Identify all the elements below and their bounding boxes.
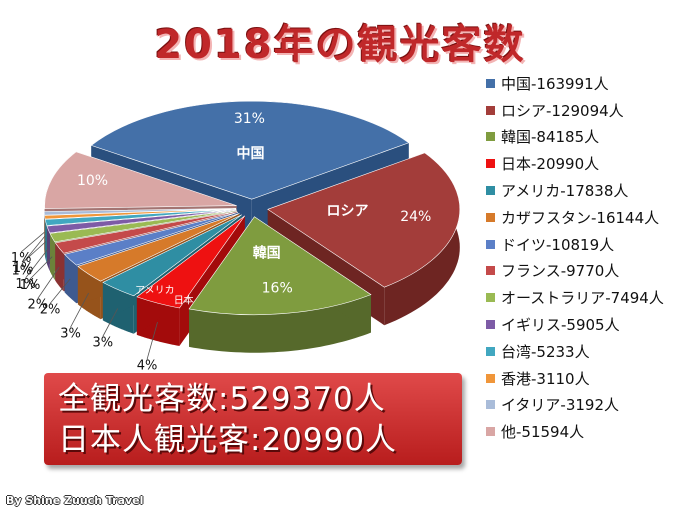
legend-swatch [486,400,495,410]
legend-label: オーストラリア-7494人 [501,289,664,308]
data-label: 24% [400,209,431,225]
legend-item: 台湾-5233人 [486,338,664,365]
data-label: 4% [137,359,158,374]
data-label: 1% [15,277,36,292]
legend-label: 中国-163991人 [501,74,609,93]
slice-name-label: ロシア [327,204,369,220]
data-label: 2% [40,303,61,318]
legend-swatch [486,132,495,142]
data-label: 10% [77,173,108,189]
slice-フランス [54,211,238,254]
slice-韓国 [188,216,372,316]
legend-item: 韓国-84185人 [486,124,664,151]
legend-item: 香港-3110人 [486,365,664,392]
legend-label: カザフスタン-16144人 [501,208,660,227]
leader-line [70,292,89,328]
legend-label: イギリス-5905人 [501,316,620,335]
slice-香港 [44,208,237,220]
slice-オーストラリア [49,210,237,243]
data-label: 1% [13,261,34,276]
total-visitors-text: 全観光客数:529370人 [58,381,386,417]
data-label: 3% [60,326,81,341]
legend-item: カザフスタン-16144人 [486,204,664,231]
legend-item: 他-51594人 [486,418,664,445]
data-label: 2% [27,298,48,313]
legend-swatch [486,186,495,196]
slice-ドイツ [63,211,239,266]
legend-swatch [486,346,495,356]
leader-line [37,266,60,299]
legend-label: アメリカ-17838人 [501,182,629,201]
data-label: 1% [11,263,32,278]
legend-swatch [486,105,495,115]
slice-カザフスタン [77,213,240,282]
chart-title: 2018年の観光客数 [154,22,526,68]
slice-name-label: 日本 [174,294,194,307]
slice-name-label: アメリカ [135,285,175,297]
leader-line [146,321,158,360]
legend-swatch [486,212,495,222]
legend-item: ロシア-129094人 [486,97,664,124]
data-label: 16% [262,280,293,296]
slice-イタリア [43,208,237,216]
slice-中国 [90,100,410,200]
legend-label: フランス-9770人 [501,262,620,281]
legend-swatch [486,373,495,383]
leader-line [29,256,53,280]
leader-line [21,236,46,265]
legend-swatch [486,266,495,276]
slice-イギリス [46,209,237,234]
legend-item: オーストラリア-7494人 [486,284,664,311]
legend-swatch [486,427,495,437]
legend-item: アメリカ-17838人 [486,177,664,204]
pie-labels: 31%中国24%ロシア16%韓国4%日本3%アメリカ3%2%2%1%1%1%1%… [11,111,431,374]
legend-item: ドイツ-10819人 [486,231,664,258]
leader-line [49,278,71,304]
legend-item: イタリア-3192人 [486,392,664,419]
data-label: 3% [92,336,113,351]
slice-他 [44,151,237,209]
slice-name-label: 韓国 [253,244,281,261]
legend-item: 中国-163991人 [486,70,664,97]
legend-swatch [486,239,495,249]
leader-line [20,231,45,253]
legend-item: 日本-20990人 [486,150,664,177]
legend-label: 日本-20990人 [501,155,600,174]
slice-日本 [136,215,245,309]
japanese-visitors-text: 日本人観光客:20990人 [58,422,398,458]
slice-アメリカ [102,214,242,297]
legend-label: 香港-3110人 [501,369,590,388]
legend-label: ドイツ-10819人 [501,235,615,254]
legend-swatch [486,78,495,88]
legend-item: イギリス-5905人 [486,311,664,338]
summary-box: 全観光客数:529370人 日本人観光客:20990人 [44,373,462,465]
slice-台湾 [44,208,237,226]
legend-label: 台湾-5233人 [501,342,590,361]
leader-line [22,241,47,263]
pie-tops [43,100,461,316]
legend-label: 韓国-84185人 [501,128,600,147]
legend-swatch [486,293,495,303]
legend-label: イタリア-3192人 [501,396,619,415]
slice-ロシア [267,152,461,288]
legend-item: フランス-9770人 [486,258,664,285]
slice-name-label: 中国 [237,145,265,162]
legend-label: ロシア-129094人 [501,101,624,120]
legend-swatch [486,159,495,169]
slice-side-韓国 [189,294,371,353]
data-label: 1% [11,251,32,266]
legend: 中国-163991人 ロシア-129094人 韓国-84185人 日本-20990人ア… [486,70,664,445]
credit-text: By Shine Zuuch Travel [6,494,144,507]
leader-line [25,248,49,279]
legend-swatch [486,320,495,330]
legend-label: 他-51594人 [501,423,585,442]
data-label: 1% [20,278,41,293]
leader-line [102,308,119,337]
data-label: 31% [234,111,265,127]
